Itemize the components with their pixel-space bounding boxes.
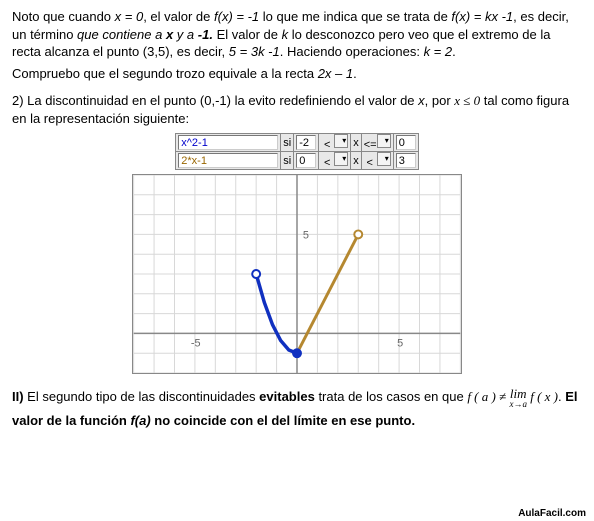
math: 2x – 1 <box>318 66 353 81</box>
var-label: x <box>351 152 362 170</box>
footer-brand: AulaFacil.com <box>518 508 586 519</box>
paragraph-3: Compruebo que el segundo trozo equivale … <box>12 65 582 83</box>
text: evitables <box>259 389 315 404</box>
text: y a <box>173 27 198 42</box>
text: Noto que cuando <box>12 9 115 24</box>
svg-text:5: 5 <box>397 338 403 350</box>
graph-container: si < x <= si < x < -5 5 5 <box>12 133 582 377</box>
text: trata de los casos en que <box>315 389 467 404</box>
text: que contiene a <box>77 27 166 42</box>
section-label: II) <box>12 389 24 404</box>
math: x = 0 <box>115 9 144 24</box>
high-input-1[interactable] <box>396 135 416 150</box>
expr-input-1[interactable] <box>178 135 278 150</box>
text: Compruebo que el segundo trozo equivale … <box>12 66 318 81</box>
svg-text:-5: -5 <box>191 338 201 350</box>
equation-table: si < x <= si < x < <box>175 133 418 170</box>
math: f(x) = kx -1 <box>451 9 513 24</box>
math: f ( x ) <box>527 389 558 404</box>
chevron-down-icon <box>377 152 391 166</box>
si-label: si <box>281 152 294 170</box>
text: , por <box>425 93 455 108</box>
text: . Haciendo operaciones: <box>280 44 424 59</box>
text: 2) La discontinuidad en el punto (0,-1) … <box>12 93 418 108</box>
text: El valor de <box>217 27 282 42</box>
op-dropdown[interactable]: < <box>319 152 351 170</box>
text: El segundo tipo de las discontinuidades <box>24 389 260 404</box>
math: -1. <box>198 27 213 42</box>
text: , el valor de <box>143 9 214 24</box>
math: f(a) <box>130 413 150 428</box>
chevron-down-icon <box>377 134 391 148</box>
paragraph-4: 2) La discontinuidad en el punto (0,-1) … <box>12 92 582 127</box>
high-input-2[interactable] <box>396 153 416 168</box>
svg-text:5: 5 <box>303 230 309 242</box>
text: no coincide con el del límite en ese pun… <box>151 413 415 428</box>
si-label: si <box>281 134 294 152</box>
equation-row-2: si < x < <box>176 152 418 170</box>
math: 5 = 3k -1 <box>229 44 280 59</box>
math: f ( a ) ≠ <box>467 389 509 404</box>
paragraph-1: Noto que cuando x = 0, el valor de f(x) … <box>12 8 582 61</box>
text: . <box>353 66 357 81</box>
function-graph: -5 5 5 <box>132 174 462 374</box>
paragraph-5: II) El segundo tipo de las discontinuida… <box>12 385 582 432</box>
text: lo que me indica que se trata de <box>259 9 451 24</box>
chevron-down-icon <box>334 152 348 166</box>
var-label: x <box>351 134 362 152</box>
math: k = 2 <box>424 44 453 59</box>
low-input-1[interactable] <box>296 135 316 150</box>
op-dropdown[interactable]: <= <box>361 134 393 152</box>
math: f(x) = -1 <box>214 9 259 24</box>
expr-input-2[interactable] <box>178 153 278 168</box>
low-input-2[interactable] <box>296 153 316 168</box>
op-dropdown[interactable]: < <box>361 152 393 170</box>
math: x ≤ 0 <box>454 93 480 108</box>
chevron-down-icon <box>334 134 348 148</box>
limit-notation: limx→a <box>509 387 527 409</box>
op-dropdown[interactable]: < <box>319 134 351 152</box>
text: . <box>452 44 456 59</box>
equation-row-1: si < x <= <box>176 134 418 152</box>
